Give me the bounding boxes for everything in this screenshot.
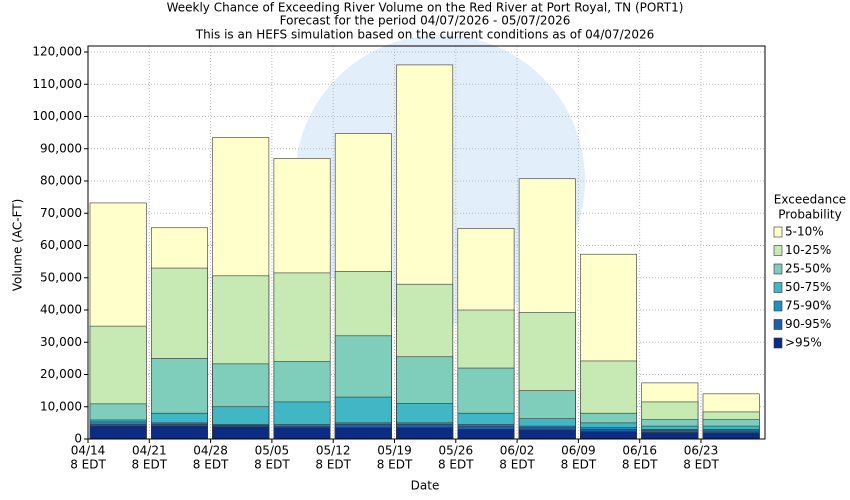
x-tick-label: 8 EDT [438, 458, 474, 472]
x-tick-label: 04/14 [71, 444, 106, 458]
y-axis-label: Volume (AC-FT) [11, 199, 25, 292]
bar [396, 427, 454, 440]
y-tick-label: 30,000 [40, 335, 82, 349]
x-tick-label: 8 EDT [499, 458, 535, 472]
bar [702, 432, 760, 440]
x-tick-label: 05/05 [255, 444, 290, 458]
legend-swatch [773, 226, 783, 238]
x-tick-label: 8 EDT [561, 458, 597, 472]
x-axis-label: Date [411, 479, 440, 493]
legend-swatch [773, 282, 783, 293]
x-tick-label: 8 EDT [683, 458, 719, 472]
legend-swatch [773, 319, 783, 330]
x-tick-label: 8 EDT [131, 458, 167, 472]
x-tick-label: 04/28 [193, 444, 228, 458]
legend-label: 75-90% [785, 299, 831, 313]
y-tick-label: 110,000 [32, 77, 82, 91]
y-tick-label: 100,000 [32, 109, 82, 123]
x-tick-label: 06/09 [561, 444, 596, 458]
x-tick-label: 8 EDT [622, 458, 658, 472]
legend-label: >95% [785, 336, 822, 350]
bar [273, 427, 331, 440]
y-tick-label: 120,000 [32, 45, 82, 59]
chart-subtitle: This is an HEFS simulation based on the … [195, 28, 655, 42]
y-tick-label: 80,000 [40, 174, 82, 188]
y-tick-label: 90,000 [40, 141, 82, 155]
chart-subtitle: Forecast for the period 04/07/2026 - 05/… [280, 14, 571, 28]
bar [334, 427, 392, 440]
legend-label: 90-95% [785, 317, 831, 331]
y-tick-label: 0 [74, 432, 82, 446]
y-tick-label: 20,000 [40, 367, 82, 381]
x-tick-label: 06/02 [500, 444, 535, 458]
x-tick-label: 06/16 [622, 444, 657, 458]
y-tick-label: 70,000 [40, 206, 82, 220]
chart-title: Weekly Chance of Exceeding River Volume … [167, 1, 684, 15]
bar [580, 431, 638, 440]
legend-label: 10-25% [785, 243, 831, 257]
bar [89, 425, 147, 440]
legend-swatch [773, 300, 783, 312]
x-tick-label: 05/12 [316, 444, 351, 458]
legend-swatch [773, 245, 783, 256]
legend-label: 5-10% [785, 225, 824, 239]
bar [151, 425, 208, 440]
bar [212, 426, 270, 440]
x-tick-label: 05/26 [439, 444, 474, 458]
plot-frame [87, 45, 766, 440]
x-tick-label: 05/19 [377, 444, 412, 458]
legend-title: Probability [778, 208, 841, 222]
x-tick-label: 8 EDT [193, 458, 229, 472]
y-tick-label: 50,000 [40, 270, 82, 284]
legend-label: 50-75% [785, 280, 831, 294]
legend-title: Exceedance [774, 193, 846, 207]
y-tick-label: 60,000 [40, 238, 82, 252]
y-tick-label: 40,000 [40, 303, 82, 317]
legend-swatch [773, 337, 783, 349]
x-tick-label: 8 EDT [70, 458, 106, 472]
x-tick-label: 06/23 [684, 444, 719, 458]
x-tick-label: 8 EDT [315, 458, 351, 472]
legend-swatch [773, 263, 783, 275]
bar [641, 432, 699, 440]
x-tick-label: 8 EDT [377, 458, 413, 472]
legend-label: 25-50% [785, 262, 831, 276]
x-tick-label: 04/21 [132, 444, 167, 458]
bar [518, 429, 576, 440]
x-tick-label: 8 EDT [254, 458, 290, 472]
y-tick-label: 10,000 [40, 399, 82, 413]
bar [457, 429, 515, 440]
